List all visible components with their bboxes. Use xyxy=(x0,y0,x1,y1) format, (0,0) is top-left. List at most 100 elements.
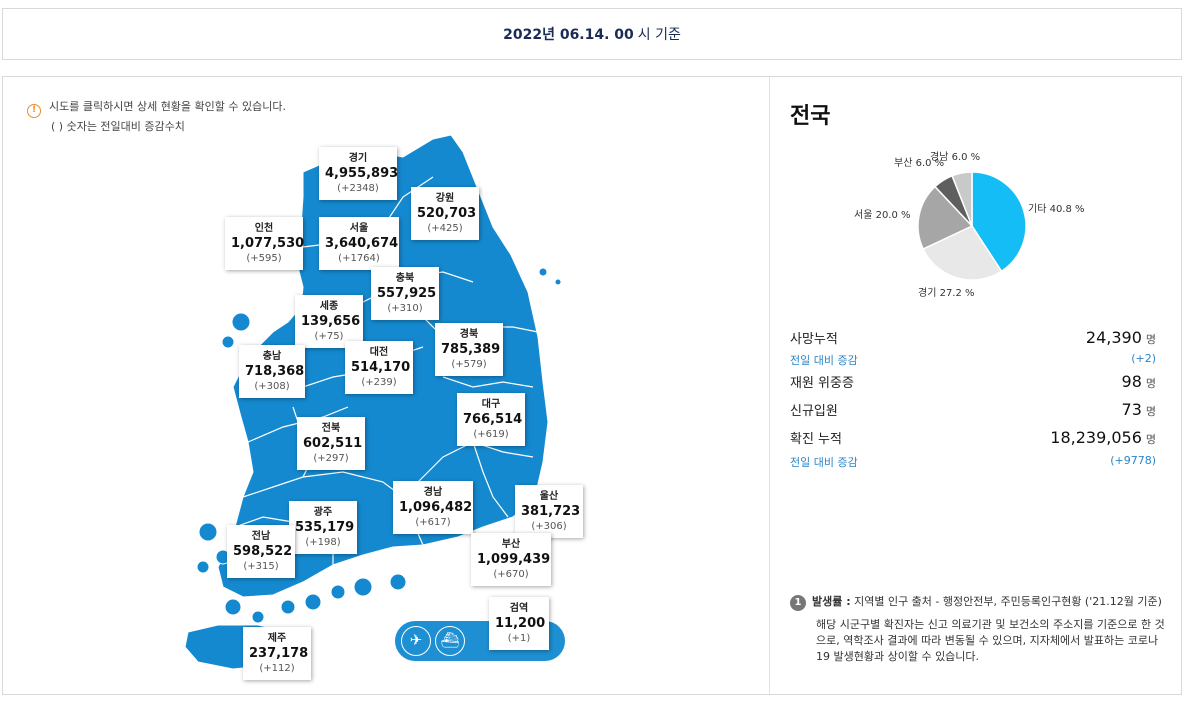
region-value: 535,179 xyxy=(295,520,355,535)
region-card-daejeon[interactable]: 대전 514,170 (+239) xyxy=(345,341,413,394)
date-bar: 2022년 06.14. 00 시 기준 xyxy=(2,8,1182,60)
region-value: 3,640,674 xyxy=(325,236,399,251)
region-name: 울산 xyxy=(539,491,559,502)
footnote-title: 발생률 : xyxy=(812,595,851,608)
stat-label: 사망누적 xyxy=(790,332,838,347)
main-panel: ! 시도를 클릭하시면 상세 현황을 확인할 수 있습니다. ( ) 숫자는 전일… xyxy=(2,76,1182,695)
ship-icon: ⛴ xyxy=(435,626,465,656)
region-card-jeonbuk[interactable]: 전북 602,511 (+297) xyxy=(297,417,365,470)
region-card-sejong[interactable]: 세종 139,656 (+75) xyxy=(295,295,363,348)
region-card-gyeonggi[interactable]: 경기 4,955,893 (+2348) xyxy=(319,147,398,200)
region-card-incheon[interactable]: 인천 1,077,530 (+595) xyxy=(225,217,305,270)
region-increase: (+670) xyxy=(493,569,529,580)
share-pie-chart: 기타 40.8 % 경기 27.2 % 서울 20.0 % 부산 6.0 % 경… xyxy=(854,150,1085,299)
region-value: 520,703 xyxy=(417,206,477,221)
region-title: 전국 xyxy=(790,104,831,129)
stat-unit: 명 xyxy=(1145,433,1156,446)
region-name: 경북 xyxy=(459,329,479,340)
region-value: 598,522 xyxy=(233,544,293,559)
pie-label-seoul: 서울 20.0 % xyxy=(854,209,911,221)
region-value: 381,723 xyxy=(521,504,581,519)
region-name: 경기 xyxy=(348,153,368,164)
region-card-daegu[interactable]: 대구 766,514 (+619) xyxy=(457,393,525,446)
notice-line2: ( ) 숫자는 전일대비 증감수치 xyxy=(51,120,185,133)
region-name: 전남 xyxy=(251,531,271,542)
stat-confirmed: 확진 누적 18,239,056 명 xyxy=(790,428,1156,447)
sub-label: 전일 대비 증감 xyxy=(790,354,858,367)
notice: ! 시도를 클릭하시면 상세 현황을 확인할 수 있습니다. ( ) 숫자는 전일… xyxy=(27,98,286,136)
region-card-jeju[interactable]: 제주 237,178 (+112) xyxy=(243,627,311,680)
region-value: 514,170 xyxy=(351,360,411,375)
region-increase: (+310) xyxy=(387,303,423,314)
footnote-desc: 해당 시군구별 확진자는 신고 의료기관 및 보건소의 주소지를 기준으로 한 … xyxy=(816,618,1165,663)
region-card-gyeongbuk[interactable]: 경북 785,389 (+579) xyxy=(435,323,503,376)
region-name: 광주 xyxy=(313,507,333,518)
region-value: 237,178 xyxy=(249,646,309,661)
region-name: 대구 xyxy=(481,399,501,410)
region-increase: (+425) xyxy=(427,223,463,234)
footnote-text: 지역별 인구 출처 - 행정안전부, 주민등록인구현황 ('21.12월 기준) xyxy=(850,595,1162,608)
region-name: 충북 xyxy=(395,273,415,284)
region-increase: (+617) xyxy=(415,517,451,528)
region-name: 충남 xyxy=(262,351,282,362)
region-increase: (+75) xyxy=(314,331,344,342)
region-card-busan[interactable]: 부산 1,099,439 (+670) xyxy=(471,533,551,586)
region-increase: (+595) xyxy=(246,253,282,264)
stat-deaths: 사망누적 24,390 명 xyxy=(790,328,1156,347)
region-value: 557,925 xyxy=(377,286,437,301)
pie-slice-seoul xyxy=(917,185,974,250)
region-card-chungnam[interactable]: 충남 718,368 (+308) xyxy=(239,345,305,398)
warning-icon: ! xyxy=(27,104,41,118)
region-value: 1,096,482 xyxy=(399,500,473,515)
region-card-jeonnam[interactable]: 전남 598,522 (+315) xyxy=(227,525,295,578)
region-name: 대전 xyxy=(369,347,389,358)
region-card-gyeongnam[interactable]: 경남 1,096,482 (+617) xyxy=(393,481,473,534)
region-value: 1,099,439 xyxy=(477,552,551,567)
stat-label: 재원 위중증 xyxy=(790,376,854,391)
region-value: 139,656 xyxy=(301,314,361,329)
region-increase: (+2348) xyxy=(337,183,379,194)
stat-label: 확진 누적 xyxy=(790,432,842,447)
stat-unit: 명 xyxy=(1145,377,1156,390)
region-name: 서울 xyxy=(349,223,369,234)
region-value: 766,514 xyxy=(463,412,523,427)
region-name: 검역 xyxy=(509,603,529,614)
region-card-gangwon[interactable]: 강원 520,703 (+425) xyxy=(411,187,479,240)
region-increase: (+315) xyxy=(243,561,279,572)
region-card-gwangju[interactable]: 광주 535,179 (+198) xyxy=(289,501,357,554)
region-card-seoul[interactable]: 서울 3,640,674 (+1764) xyxy=(319,217,399,270)
stat-deaths-sub: 전일 대비 증감 (+2) xyxy=(790,352,1156,368)
pie-slice-gyeongnam xyxy=(951,171,973,227)
region-increase: (+308) xyxy=(254,381,290,392)
stat-value: 98 xyxy=(1121,372,1142,391)
stat-confirmed-sub: 전일 대비 증감 (+9778) xyxy=(790,454,1156,470)
region-value: 1,077,530 xyxy=(231,236,305,251)
region-name: 인천 xyxy=(254,223,274,234)
date-value: 2022년 06.14. 00 xyxy=(503,27,634,43)
region-increase: (+112) xyxy=(259,663,295,674)
footnote: 1 발생률 : 지역별 인구 출처 - 행정안전부, 주민등록인구현황 ('21.… xyxy=(790,594,1170,665)
pie-label-gyeonggi: 경기 27.2 % xyxy=(918,286,975,299)
stat-label: 신규입원 xyxy=(790,404,838,419)
region-increase: (+198) xyxy=(305,537,341,548)
region-increase: (+1764) xyxy=(338,253,380,264)
pie-label-busan: 부산 6.0 % xyxy=(894,157,944,169)
pie-slice-gyeonggi xyxy=(922,225,1003,281)
sub-value: (+9778) xyxy=(1110,454,1156,467)
pie-label-gyeongnam: 경남 6.0 % xyxy=(930,150,980,163)
region-increase: (+239) xyxy=(361,377,397,388)
airplane-icon: ✈ xyxy=(401,626,431,656)
region-card-quarantine[interactable]: 검역 11,200 (+1) xyxy=(489,597,549,650)
region-increase: (+579) xyxy=(451,359,487,370)
stat-value: 18,239,056 xyxy=(1050,428,1142,447)
region-card-ulsan[interactable]: 울산 381,723 (+306) xyxy=(515,485,583,538)
region-card-chungbuk[interactable]: 충북 557,925 (+310) xyxy=(371,267,439,320)
region-name: 부산 xyxy=(501,539,521,550)
date-suffix: 시 기준 xyxy=(637,27,681,43)
notice-line1: 시도를 클릭하시면 상세 현황을 확인할 수 있습니다. xyxy=(49,100,286,113)
region-value: 11,200 xyxy=(495,616,546,631)
stat-value: 24,390 xyxy=(1085,328,1142,347)
region-name: 강원 xyxy=(435,193,455,204)
region-increase: (+297) xyxy=(313,453,349,464)
region-name: 제주 xyxy=(267,633,287,644)
